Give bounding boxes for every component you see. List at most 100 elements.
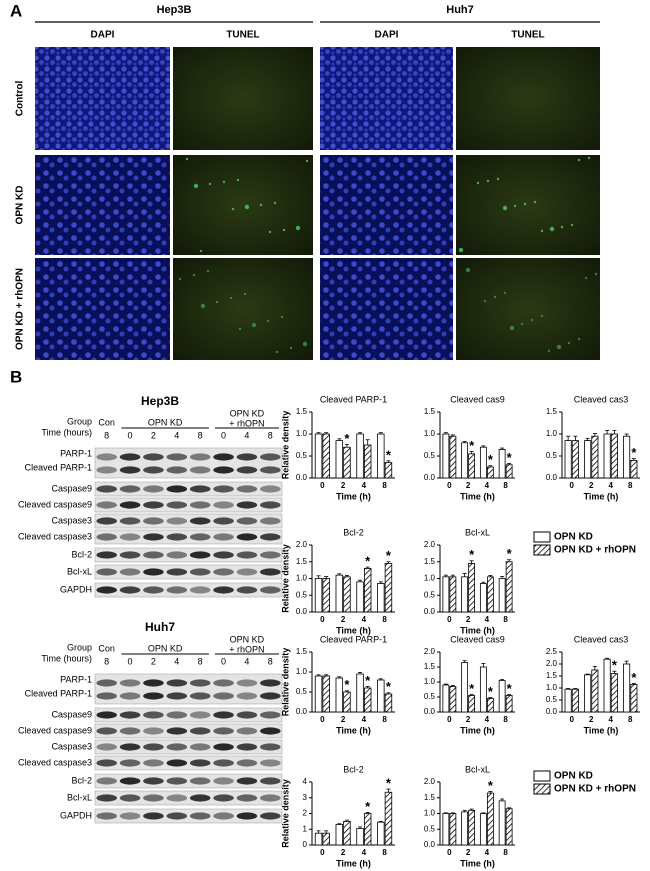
error-bar <box>316 432 321 434</box>
bar <box>314 832 323 846</box>
y-tick-label: 2.0 <box>424 647 436 656</box>
x-tick-label: 4 <box>485 615 490 624</box>
blot-band <box>119 743 141 751</box>
blot-band <box>119 551 141 559</box>
blot-band <box>189 794 211 802</box>
error-bar <box>462 660 467 663</box>
y-tick-label: 0 <box>303 840 308 849</box>
y-tick-label: 0.0 <box>424 840 436 849</box>
blot-band <box>119 485 141 493</box>
time-point: 4 <box>244 430 249 440</box>
bar <box>377 821 385 846</box>
error-bar <box>344 444 349 448</box>
blot-band <box>96 551 117 559</box>
x-tick-label: 8 <box>382 715 387 724</box>
bar <box>442 433 450 479</box>
blot-strip <box>94 547 283 563</box>
blot-band <box>143 777 164 785</box>
blot-band <box>260 743 281 751</box>
significance-star: * <box>488 452 494 467</box>
blot-band <box>143 759 164 767</box>
x-tick-label: 4 <box>362 481 367 490</box>
x-tick-label: 8 <box>503 715 508 724</box>
x-tick-label: 8 <box>503 848 508 857</box>
tunel-signal <box>208 182 212 186</box>
cell-line-header: Huh7 <box>446 4 474 16</box>
bar <box>486 466 494 479</box>
x-axis-label: Time (h) <box>336 725 371 735</box>
blot-band <box>96 568 117 576</box>
x-axis-label: Time (h) <box>584 725 619 735</box>
blot-row-label: Bcl-xL <box>67 566 92 576</box>
blot-band <box>189 501 211 509</box>
blot-band <box>260 794 281 802</box>
significance-star: * <box>469 681 475 696</box>
bar <box>479 666 487 713</box>
blot-band <box>189 692 211 700</box>
group-name: Con <box>98 417 115 427</box>
bar <box>468 695 476 713</box>
tunel-signal <box>178 277 182 281</box>
significance-star: * <box>365 799 371 814</box>
x-tick-label: 2 <box>466 481 471 490</box>
blot-strip <box>94 582 283 598</box>
blot-band <box>236 727 258 735</box>
error-bar <box>488 791 493 794</box>
error-bar <box>481 445 486 448</box>
blot-band <box>213 533 234 541</box>
y-axis-label: Relative density <box>280 779 290 848</box>
blot-band <box>119 794 141 802</box>
blot-band <box>96 517 117 525</box>
bar <box>449 686 457 713</box>
x-tick-label: 8 <box>382 481 387 490</box>
x-tick-label: 2 <box>341 848 346 857</box>
tunel-signal <box>540 229 544 233</box>
time-point: 8 <box>104 656 109 666</box>
x-axis-label: Time (h) <box>460 858 495 868</box>
tunel-signal <box>577 337 581 341</box>
bar <box>584 674 592 713</box>
x-tick-label: 2 <box>341 715 346 724</box>
blot-band <box>189 485 211 493</box>
blot-band <box>260 485 281 493</box>
bar <box>564 440 572 479</box>
blot-band <box>119 759 141 767</box>
time-label: Time (hours) <box>41 653 92 663</box>
blot-band <box>119 466 141 474</box>
y-tick-label: 2.0 <box>424 777 436 786</box>
error-bar <box>585 673 590 675</box>
x-tick-label: 2 <box>466 615 471 624</box>
x-axis-label: Time (h) <box>336 858 371 868</box>
y-tick-label: 3 <box>303 793 308 802</box>
bar <box>335 440 344 479</box>
blot-band <box>213 692 234 700</box>
y-tick-label: 1.0 <box>424 574 436 583</box>
bar <box>505 808 513 846</box>
bar <box>314 578 323 613</box>
x-tick-label: 4 <box>485 715 490 724</box>
micrograph <box>173 258 313 360</box>
y-tick-label: 0.5 <box>296 451 308 460</box>
error-bar <box>378 820 383 823</box>
error-bar <box>481 581 486 584</box>
x-tick-label: 2 <box>466 715 471 724</box>
bar <box>479 813 487 846</box>
bar <box>335 677 344 713</box>
x-axis-label: Time (h) <box>460 625 495 635</box>
blot-band <box>236 794 258 802</box>
blot-band <box>96 533 117 541</box>
bar <box>498 448 506 479</box>
bar <box>630 684 638 713</box>
blot-band <box>166 727 188 735</box>
blot-band <box>236 692 258 700</box>
tunel-signal <box>509 325 515 331</box>
legend-label: OPN KD + rhOPN <box>554 784 636 795</box>
blot-strip <box>94 481 283 497</box>
micrograph <box>456 155 600 255</box>
blot-row-label: PARP-1 <box>60 448 92 458</box>
bar <box>384 563 393 613</box>
tunel-signal <box>200 303 206 309</box>
error-bar <box>324 830 329 834</box>
bar <box>461 811 469 846</box>
